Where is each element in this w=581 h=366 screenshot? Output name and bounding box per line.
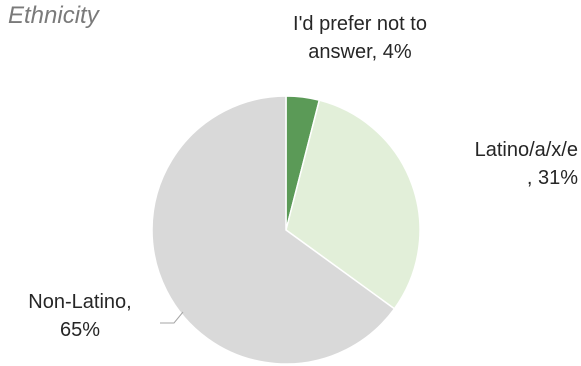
slice-label-line: answer, 4%: [308, 41, 412, 63]
slice-label-line: Non-Latino,: [28, 291, 132, 313]
slice-label-line: 65%: [59, 319, 101, 341]
non-latino-leader-line: [160, 311, 184, 324]
slice-label-line: Latino/a/x/e: [474, 139, 578, 161]
slice-label-line: I'd prefer not to: [293, 13, 427, 35]
pie-slice-non-latino: [151, 95, 396, 365]
slice-label-prefer-not-to-answer: I'd prefer not to answer, 4%: [250, 10, 470, 66]
chart-title: Ethnicity: [8, 2, 99, 29]
pie-slice-latino-a-x-e: [285, 99, 421, 310]
pie-slices: [151, 95, 421, 365]
slice-label-latino: Latino/a/x/e , 31%: [408, 136, 578, 192]
slice-label-line: , 31%: [526, 167, 578, 189]
slice-label-non-latino: Non-Latino, 65%: [0, 288, 160, 344]
